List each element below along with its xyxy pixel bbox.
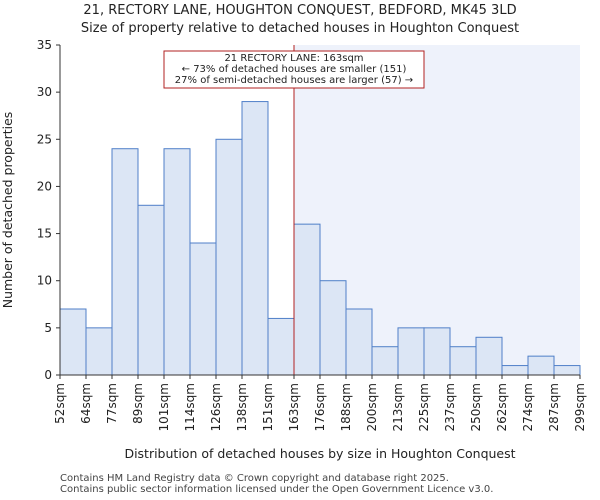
x-tick-label: 225sqm [417, 383, 431, 431]
bar-151sqm [267, 317, 295, 376]
bar-163sqm [293, 223, 321, 376]
bar-77sqm [111, 148, 139, 376]
y-tick-label: 5 [44, 321, 52, 335]
footer-line-1: Contains HM Land Registry data © Crown c… [60, 473, 449, 484]
x-tick-label: 126sqm [209, 383, 223, 431]
y-tick-label: 10 [37, 274, 52, 288]
x-ticks-group: 52sqm 64sqm 77sqm 89sqm 101sqm 114sqm 126sqm 13… [53, 375, 587, 431]
bar-213sqm [397, 327, 425, 376]
x-tick-label: 176sqm [313, 383, 327, 431]
chart-subtitle: Size of property relative to detached ho… [81, 21, 519, 36]
x-tick-label: 299sqm [573, 383, 587, 431]
bar-89sqm [137, 204, 165, 376]
y-tick-label: 25 [37, 132, 52, 146]
x-tick-label: 163sqm [287, 383, 301, 431]
footer-line-2: Contains public sector information licen… [60, 484, 494, 495]
y-tick-label: 15 [37, 227, 52, 241]
bar-188sqm [345, 308, 373, 376]
x-tick-label: 64sqm [79, 383, 93, 424]
bars-group [59, 101, 581, 376]
x-tick-label: 213sqm [391, 383, 405, 431]
x-axis-title: Distribution of detached houses by size … [124, 446, 515, 461]
y-ticks-group: 0 5 10 15 20 25 30 35 [37, 38, 60, 382]
x-tick-label: 52sqm [53, 383, 67, 424]
x-tick-label: 101sqm [157, 383, 171, 431]
bar-262sqm [501, 365, 529, 376]
x-tick-label: 274sqm [521, 383, 535, 431]
annotation-line-3: 27% of semi-detached houses are larger (… [175, 75, 413, 86]
bar-114sqm [189, 242, 217, 376]
bar-52sqm [59, 308, 87, 376]
bar-64sqm [85, 327, 113, 376]
x-tick-label: 262sqm [495, 383, 509, 431]
x-tick-label: 151sqm [261, 383, 275, 431]
annotation-border [163, 50, 425, 89]
bar-250sqm [475, 336, 503, 376]
y-tick-label: 35 [37, 38, 52, 52]
bar-138sqm [241, 101, 269, 376]
y-tick-label: 20 [37, 179, 52, 193]
bar-101sqm [163, 148, 191, 376]
x-tick-label: 114sqm [183, 383, 197, 431]
bar-200sqm [371, 346, 399, 376]
bar-287sqm [553, 365, 581, 376]
chart-title: 21, RECTORY LANE, HOUGHTON CONQUEST, BED… [83, 3, 516, 18]
x-tick-label: 77sqm [105, 383, 119, 424]
bar-237sqm [449, 346, 477, 376]
bar-274sqm [527, 355, 555, 376]
y-tick-label: 0 [44, 368, 52, 382]
x-tick-label: 138sqm [235, 383, 249, 431]
bar-126sqm [215, 138, 243, 376]
y-tick-label: 30 [37, 85, 52, 99]
annotation-line-1: 21 RECTORY LANE: 163sqm [224, 53, 363, 64]
x-tick-label: 188sqm [339, 383, 353, 431]
x-tick-label: 287sqm [547, 383, 561, 431]
x-tick-label: 250sqm [469, 383, 483, 431]
x-tick-label: 200sqm [365, 383, 379, 431]
y-axis-title: Number of detached properties [0, 112, 15, 309]
bar-176sqm [319, 280, 347, 376]
x-tick-label: 89sqm [131, 383, 145, 424]
annotation-box: 21 RECTORY LANE: 163sqm ← 73% of detache… [163, 50, 425, 89]
annotation-line-2: ← 73% of detached houses are smaller (15… [182, 64, 407, 75]
bar-225sqm [423, 327, 451, 376]
x-tick-label: 237sqm [443, 383, 457, 431]
